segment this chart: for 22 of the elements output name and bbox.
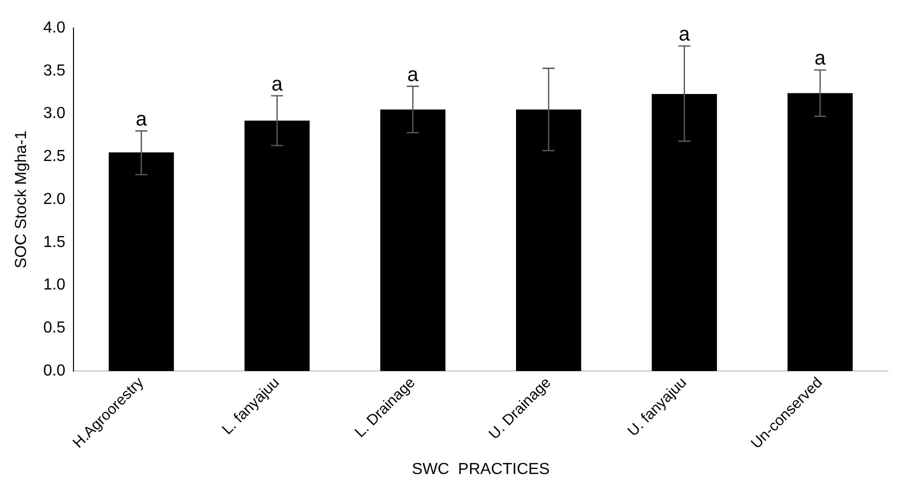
bar bbox=[108, 152, 174, 372]
y-tick-label: 3.0 bbox=[43, 105, 66, 122]
y-tick-label: 2.0 bbox=[43, 190, 66, 208]
y-tick-label: 2.5 bbox=[43, 148, 66, 166]
y-tick-label: 0.0 bbox=[43, 362, 66, 380]
bar bbox=[652, 94, 717, 372]
x-axis-title: SWC PRACTICES bbox=[412, 460, 550, 478]
bar bbox=[380, 109, 446, 372]
y-tick-label: 1.0 bbox=[43, 276, 66, 294]
y-axis-title: SOC Stock Mgha-1 bbox=[13, 130, 30, 268]
annotation: a bbox=[678, 24, 691, 46]
y-tick-label: 0.5 bbox=[43, 320, 66, 337]
annotation: a bbox=[814, 48, 827, 70]
bar bbox=[244, 120, 310, 372]
annotation: a bbox=[272, 73, 284, 96]
annotation: a bbox=[136, 108, 148, 130]
bar bbox=[788, 93, 853, 372]
annotation: a bbox=[407, 64, 420, 86]
bar bbox=[516, 109, 582, 372]
y-tick-label: 3.5 bbox=[43, 62, 66, 80]
y-tick-label: 4.0 bbox=[43, 19, 66, 36]
y-tick-label: 1.5 bbox=[43, 234, 66, 251]
